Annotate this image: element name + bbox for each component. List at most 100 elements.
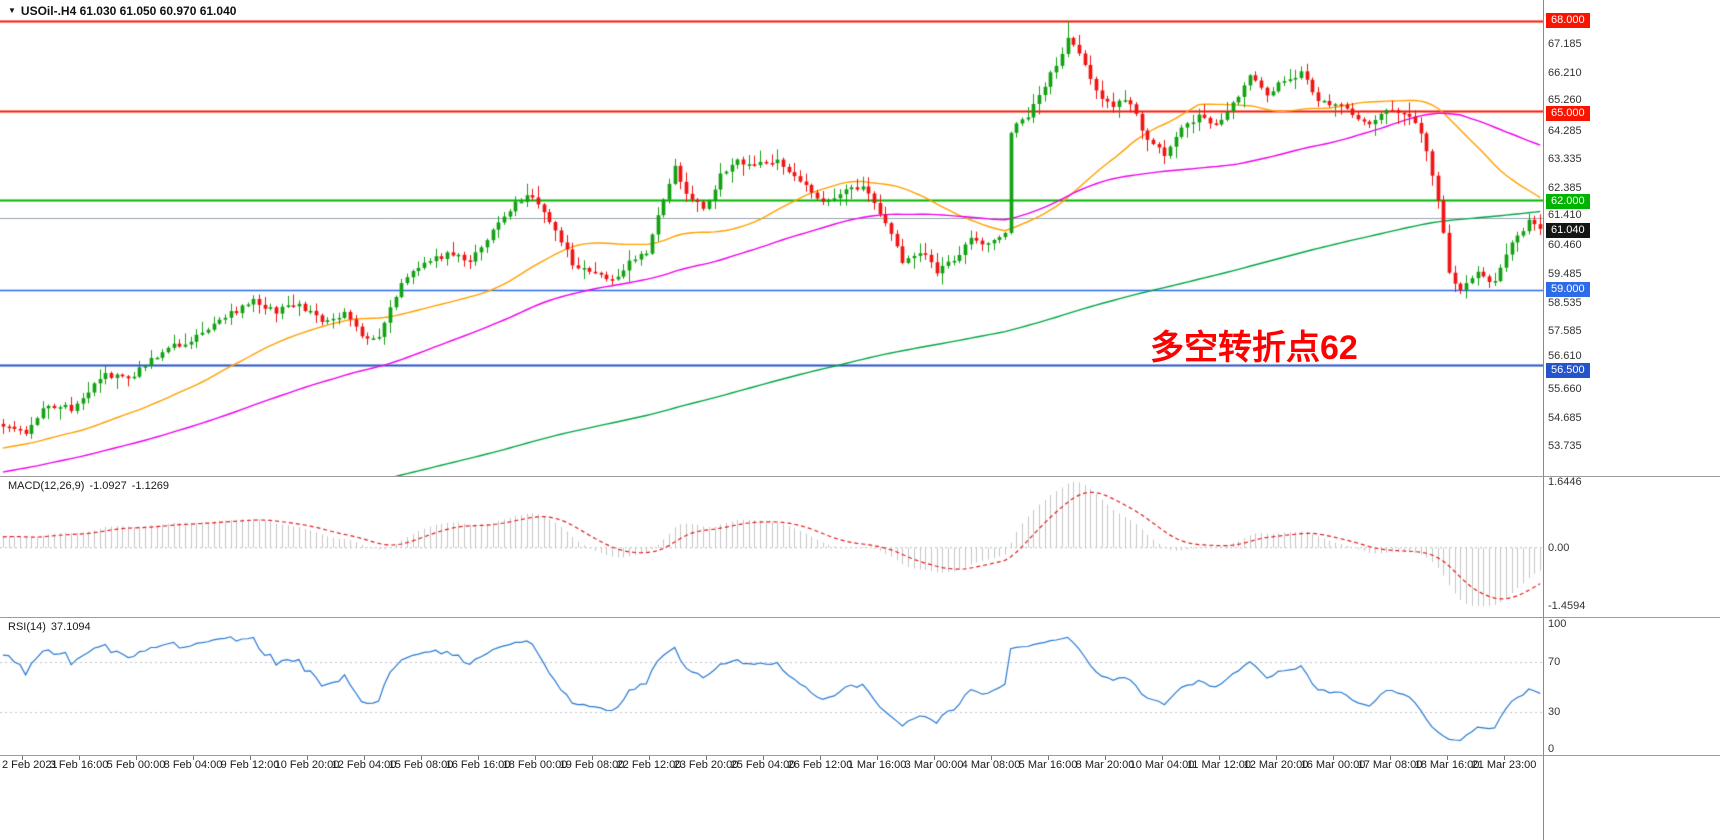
price-level-badge: 62.000 (1546, 194, 1590, 210)
rsi-chart-canvas[interactable] (0, 617, 1543, 755)
rsi-axis-label: 0 (1548, 743, 1555, 755)
time-axis-label: 11 Mar 12:00 (1186, 759, 1252, 771)
time-axis-label: 1 Mar 16:00 (847, 759, 907, 771)
macd-main-value: -1.0927 (89, 480, 127, 492)
price-grid-label: 63.335 (1548, 153, 1582, 166)
pane-separator[interactable] (0, 617, 1720, 618)
price-grid-label: 54.685 (1548, 411, 1582, 424)
time-axis-label: 4 Mar 08:00 (961, 759, 1021, 771)
time-axis-label: 2 Feb 2021 (2, 759, 58, 771)
time-axis-label: 3 Mar 00:00 (904, 759, 964, 771)
price-level-badge: 56.500 (1546, 362, 1590, 378)
price-grid-label: 67.185 (1548, 38, 1582, 51)
macd-chart-canvas[interactable] (0, 476, 1543, 617)
macd-signal-value: -1.1269 (131, 480, 170, 492)
rsi-name: RSI(14) (8, 621, 46, 633)
time-axis-tick (478, 756, 479, 760)
time-axis-tick (250, 756, 251, 760)
current-price-badge: 61.040 (1546, 222, 1590, 238)
price-grid-label: 65.260 (1548, 93, 1582, 106)
time-axis-label: 16 Mar 00:00 (1300, 759, 1366, 771)
pane-separator[interactable] (0, 755, 1720, 756)
time-axis-tick (22, 756, 23, 760)
price-grid-label: 60.460 (1548, 239, 1582, 252)
price-level-badge: 68.000 (1546, 12, 1590, 28)
time-axis-label: 8 Mar 20:00 (1075, 759, 1135, 771)
time-axis-label: 10 Feb 20:00 (274, 759, 340, 771)
time-axis-tick (1447, 756, 1448, 760)
macd-axis-label: 0.00 (1548, 541, 1570, 554)
price-level-badge: 65.000 (1546, 105, 1590, 121)
time-axis-tick (1105, 756, 1106, 760)
time-axis-tick (1048, 756, 1049, 760)
rsi-value: 37.1094 (50, 621, 91, 633)
time-axis-label: 5 Feb 00:00 (106, 759, 166, 771)
time-axis-tick (307, 756, 308, 760)
macd-axis-label: 1.6446 (1548, 475, 1582, 488)
time-axis-label: 12 Feb 04:00 (331, 759, 397, 771)
time-axis-label: 23 Feb 20:00 (673, 759, 739, 771)
time-axis-tick (1504, 756, 1505, 760)
main-chart-pane: ▼ USOil-.H4 61.030 61.050 60.970 61.040 多… (0, 0, 1543, 476)
rsi-axis-label: 100 (1548, 618, 1567, 630)
rsi-label: RSI(14) 37.1094 (8, 621, 96, 633)
rsi-axis-label: 30 (1548, 705, 1561, 718)
time-axis-tick (1162, 756, 1163, 760)
price-level-badge: 59.000 (1546, 281, 1590, 297)
time-axis-tick (136, 756, 137, 760)
time-axis-tick (79, 756, 80, 760)
time-axis-label: 21 Mar 23:00 (1471, 759, 1537, 771)
time-axis-tick (364, 756, 365, 760)
time-axis-tick (934, 756, 935, 760)
chart-annotation-text: 多空转折点62 (1150, 329, 1358, 367)
macd-indicator-pane: MACD(12,26,9) -1.0927 -1.1269 (0, 476, 1543, 617)
price-grid-label: 57.585 (1548, 325, 1582, 338)
price-grid-label: 55.660 (1548, 382, 1582, 395)
time-axis-label: 18 Feb 00:00 (502, 759, 568, 771)
symbol-ohlc-text: USOil-.H4 61.030 61.050 60.970 61.040 (20, 4, 237, 18)
price-grid-label: 64.285 (1548, 124, 1582, 137)
price-grid-label: 66.210 (1548, 67, 1582, 80)
price-axis[interactable]: 67.185 66.210 65.260 64.285 63.335 62.385 61.4… (1543, 0, 1720, 840)
price-grid-label: 61.410 (1548, 208, 1582, 221)
time-axis-tick (706, 756, 707, 760)
time-axis-label: 18 Mar 16:00 (1414, 759, 1480, 771)
time-axis-tick (592, 756, 593, 760)
price-grid-label: 56.610 (1548, 350, 1582, 363)
price-grid-label: 58.535 (1548, 296, 1582, 309)
candlestick-chart-canvas[interactable] (0, 0, 1543, 476)
time-axis[interactable]: 2 Feb 2021 3 Feb 16:00 5 Feb 00:00 8 Feb 04… (0, 756, 1720, 840)
time-axis-label: 3 Feb 16:00 (49, 759, 109, 771)
macd-label: MACD(12,26,9) -1.0927 -1.1269 (8, 480, 174, 492)
time-axis-tick (193, 756, 194, 760)
time-axis-label: 12 Mar 20:00 (1243, 759, 1309, 771)
chart-header: ▼ USOil-.H4 61.030 61.050 60.970 61.040 (8, 4, 236, 18)
time-axis-label: 19 Feb 08:00 (559, 759, 625, 771)
time-axis-tick (649, 756, 650, 760)
rsi-indicator-pane: RSI(14) 37.1094 (0, 617, 1543, 755)
time-axis-tick (1333, 756, 1334, 760)
time-axis-tick (421, 756, 422, 760)
symbol-dropdown-icon[interactable]: ▼ (8, 6, 16, 15)
time-axis-label: 9 Feb 12:00 (220, 759, 280, 771)
time-axis-tick (1390, 756, 1391, 760)
price-grid-label: 53.735 (1548, 440, 1582, 453)
pane-separator[interactable] (0, 476, 1720, 477)
time-axis-tick (535, 756, 536, 760)
time-axis-label: 5 Mar 16:00 (1018, 759, 1078, 771)
time-axis-tick (1276, 756, 1277, 760)
time-axis-label: 17 Mar 08:00 (1357, 759, 1423, 771)
time-axis-label: 25 Feb 04:00 (730, 759, 796, 771)
time-axis-tick (820, 756, 821, 760)
time-axis-label: 26 Feb 12:00 (787, 759, 853, 771)
time-axis-label: 10 Mar 04:00 (1129, 759, 1195, 771)
time-axis-tick (763, 756, 764, 760)
price-grid-label: 59.485 (1548, 268, 1582, 281)
time-axis-label: 15 Feb 08:00 (388, 759, 454, 771)
time-axis-label: 16 Feb 16:00 (445, 759, 511, 771)
time-axis-tick (877, 756, 878, 760)
price-grid-label: 62.385 (1548, 181, 1582, 194)
rsi-axis-label: 70 (1548, 655, 1561, 668)
time-axis-tick (991, 756, 992, 760)
